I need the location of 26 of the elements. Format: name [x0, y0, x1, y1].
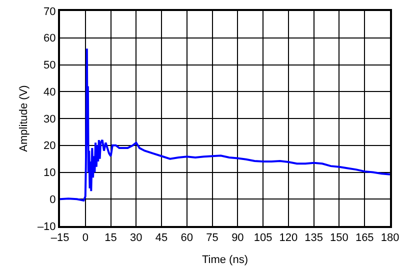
x-tick-label: 15	[104, 232, 117, 244]
y-tick-label: 50	[44, 60, 56, 72]
y-tick-label: 10	[44, 167, 56, 180]
y-tick-label: –10	[37, 220, 56, 233]
x-tick-label: 150	[330, 232, 348, 244]
y-tick-label: 0	[50, 194, 56, 206]
y-axis-title: Amplitude (V)	[18, 85, 30, 152]
x-tick-label: 105	[254, 232, 272, 244]
y-tick-label: 20	[44, 140, 56, 152]
x-tick-label: 165	[355, 232, 374, 244]
x-tick-label: 180	[380, 232, 400, 244]
y-tick-label: 70	[44, 6, 56, 18]
x-tick-label: –15	[50, 232, 70, 244]
x-tick-label: 75	[206, 232, 218, 244]
x-tick-label: 90	[232, 232, 244, 244]
x-tick-label: 30	[130, 232, 142, 244]
x-tick-label: 45	[155, 232, 168, 244]
x-tick-label: 60	[180, 232, 194, 244]
x-tick-label: 0	[82, 232, 88, 244]
line-series	[60, 48, 390, 202]
y-tick-label: 30	[44, 113, 56, 126]
x-axis-title: Time (ns)	[202, 254, 248, 266]
y-tick-label: 60	[44, 32, 56, 45]
x-tick-label: 135	[304, 232, 324, 244]
y-tick-label: 40	[44, 86, 56, 98]
x-tick-label: 120	[279, 232, 298, 244]
